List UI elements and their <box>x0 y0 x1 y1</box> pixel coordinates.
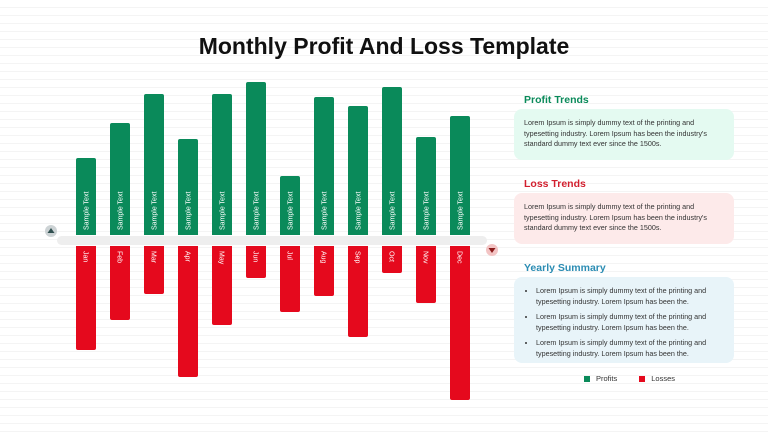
loss-bar-may <box>212 246 232 325</box>
loss-bar-feb <box>110 246 130 320</box>
summary-bullet: Lorem Ipsum is simply dummy text of the … <box>536 338 724 359</box>
legend-item-losses: Losses <box>639 374 675 383</box>
month-label-dec: Dec <box>456 251 463 264</box>
profit-bar-apr <box>178 139 198 235</box>
bar-label-feb: Sample Text <box>118 192 125 230</box>
profit-bar-feb <box>110 123 130 235</box>
bar-label-oct: Sample Text <box>390 192 397 230</box>
bar-label-sep: Sample Text <box>356 192 363 230</box>
loss-bar-jan <box>76 246 96 350</box>
loss-trends-text: Lorem Ipsum is simply dummy text of the … <box>524 202 708 232</box>
bar-label-apr: Sample Text <box>186 192 193 230</box>
page-title: Monthly Profit And Loss Template <box>198 33 570 59</box>
bar-label-aug: Sample Text <box>322 192 329 230</box>
month-label-apr: Apr <box>184 251 191 263</box>
loss-bar-mar <box>144 246 164 294</box>
bar-label-may: Sample Text <box>220 192 227 230</box>
legend-swatch-losses <box>639 375 646 382</box>
month-label-jun: Jun <box>252 251 259 262</box>
month-label-mar: Mar <box>150 251 157 264</box>
month-label-aug: Aug <box>320 251 327 264</box>
loss-bar-nov <box>416 246 436 303</box>
bar-label-jun: Sample Text <box>254 192 261 230</box>
bar-label-nov: Sample Text <box>424 192 431 230</box>
bar-label-dec: Sample Text <box>458 192 465 230</box>
loss-bar-apr <box>178 246 198 377</box>
profit-trends-heading: Profit Trends <box>524 94 589 106</box>
chart-legend: Profits Losses <box>584 374 697 383</box>
loss-bar-dec <box>450 246 470 400</box>
bar-label-mar: Sample Text <box>152 192 159 230</box>
loss-trends-heading: Loss Trends <box>524 178 586 190</box>
down-arrow-icon <box>488 248 496 253</box>
month-label-jan: Jan <box>82 251 89 262</box>
yearly-summary-panel: Lorem Ipsum is simply dummy text of the … <box>514 277 734 363</box>
summary-bullet: Lorem Ipsum is simply dummy text of the … <box>536 312 724 333</box>
yearly-summary-heading: Yearly Summary <box>524 262 606 274</box>
legend-swatch-profits <box>584 375 590 382</box>
legend-item-profits: Profits <box>584 374 617 383</box>
month-label-may: May <box>218 251 225 265</box>
profit-bar-aug <box>314 97 334 235</box>
profit-bar-mar <box>144 94 164 235</box>
profit-bar-jul <box>280 176 300 235</box>
loss-bar-jul <box>280 246 300 312</box>
up-arrow-icon <box>47 228 55 233</box>
profit-bar-sep <box>348 106 368 235</box>
profit-bar-dec <box>450 116 470 235</box>
legend-label-losses: Losses <box>651 374 676 383</box>
profit-bar-nov <box>416 137 436 235</box>
month-label-feb: Feb <box>116 251 123 263</box>
summary-bullet: Lorem Ipsum is simply dummy text of the … <box>536 286 724 307</box>
loss-bar-oct <box>382 246 402 273</box>
legend-label-profits: Profits <box>596 374 618 383</box>
axis-track <box>57 236 487 245</box>
profit-trends-panel: Lorem Ipsum is simply dummy text of the … <box>514 109 734 160</box>
profit-trends-text: Lorem Ipsum is simply dummy text of the … <box>524 118 708 148</box>
bar-label-jul: Sample Text <box>288 192 295 230</box>
summary-list: Lorem Ipsum is simply dummy text of the … <box>524 286 724 359</box>
bar-label-jan: Sample Text <box>84 192 91 230</box>
profit-bar-may <box>212 94 232 235</box>
profit-bar-jun <box>246 82 266 235</box>
month-label-jul: Jul <box>286 251 293 260</box>
month-label-nov: Nov <box>422 251 429 264</box>
profit-bar-oct <box>382 87 402 235</box>
loss-bar-jun <box>246 246 266 278</box>
loss-bar-sep <box>348 246 368 337</box>
loss-bar-aug <box>314 246 334 296</box>
profit-bar-jan <box>76 158 96 235</box>
month-label-oct: Oct <box>388 251 395 262</box>
loss-trends-panel: Lorem Ipsum is simply dummy text of the … <box>514 193 734 244</box>
month-label-sep: Sep <box>354 251 361 264</box>
